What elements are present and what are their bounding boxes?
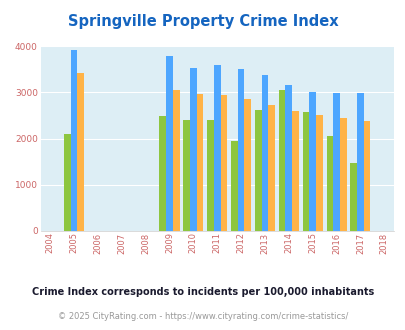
Bar bbox=[166, 56, 173, 231]
Bar bbox=[196, 94, 203, 231]
Bar bbox=[77, 73, 84, 231]
Text: © 2025 CityRating.com - https://www.cityrating.com/crime-statistics/: © 2025 CityRating.com - https://www.city… bbox=[58, 312, 347, 321]
Bar bbox=[244, 99, 250, 231]
Legend: Springville, Alabama, National: Springville, Alabama, National bbox=[81, 327, 353, 330]
Bar bbox=[183, 120, 190, 231]
Bar bbox=[363, 121, 369, 231]
Bar bbox=[70, 50, 77, 231]
Bar bbox=[309, 92, 315, 231]
Bar bbox=[356, 93, 363, 231]
Bar bbox=[207, 120, 213, 231]
Bar bbox=[268, 105, 274, 231]
Bar bbox=[285, 84, 292, 231]
Bar bbox=[333, 93, 339, 231]
Bar bbox=[220, 95, 227, 231]
Bar bbox=[254, 110, 261, 231]
Bar bbox=[230, 141, 237, 231]
Bar bbox=[190, 68, 196, 231]
Bar bbox=[350, 163, 356, 231]
Bar bbox=[302, 112, 309, 231]
Bar bbox=[213, 65, 220, 231]
Text: Crime Index corresponds to incidents per 100,000 inhabitants: Crime Index corresponds to incidents per… bbox=[32, 287, 373, 297]
Bar bbox=[64, 134, 70, 231]
Bar bbox=[159, 116, 166, 231]
Text: Springville Property Crime Index: Springville Property Crime Index bbox=[68, 14, 337, 29]
Bar bbox=[315, 115, 322, 231]
Bar bbox=[292, 111, 298, 231]
Bar bbox=[237, 69, 244, 231]
Bar bbox=[173, 90, 179, 231]
Bar bbox=[261, 75, 268, 231]
Bar bbox=[339, 118, 346, 231]
Bar bbox=[278, 90, 285, 231]
Bar bbox=[326, 136, 333, 231]
